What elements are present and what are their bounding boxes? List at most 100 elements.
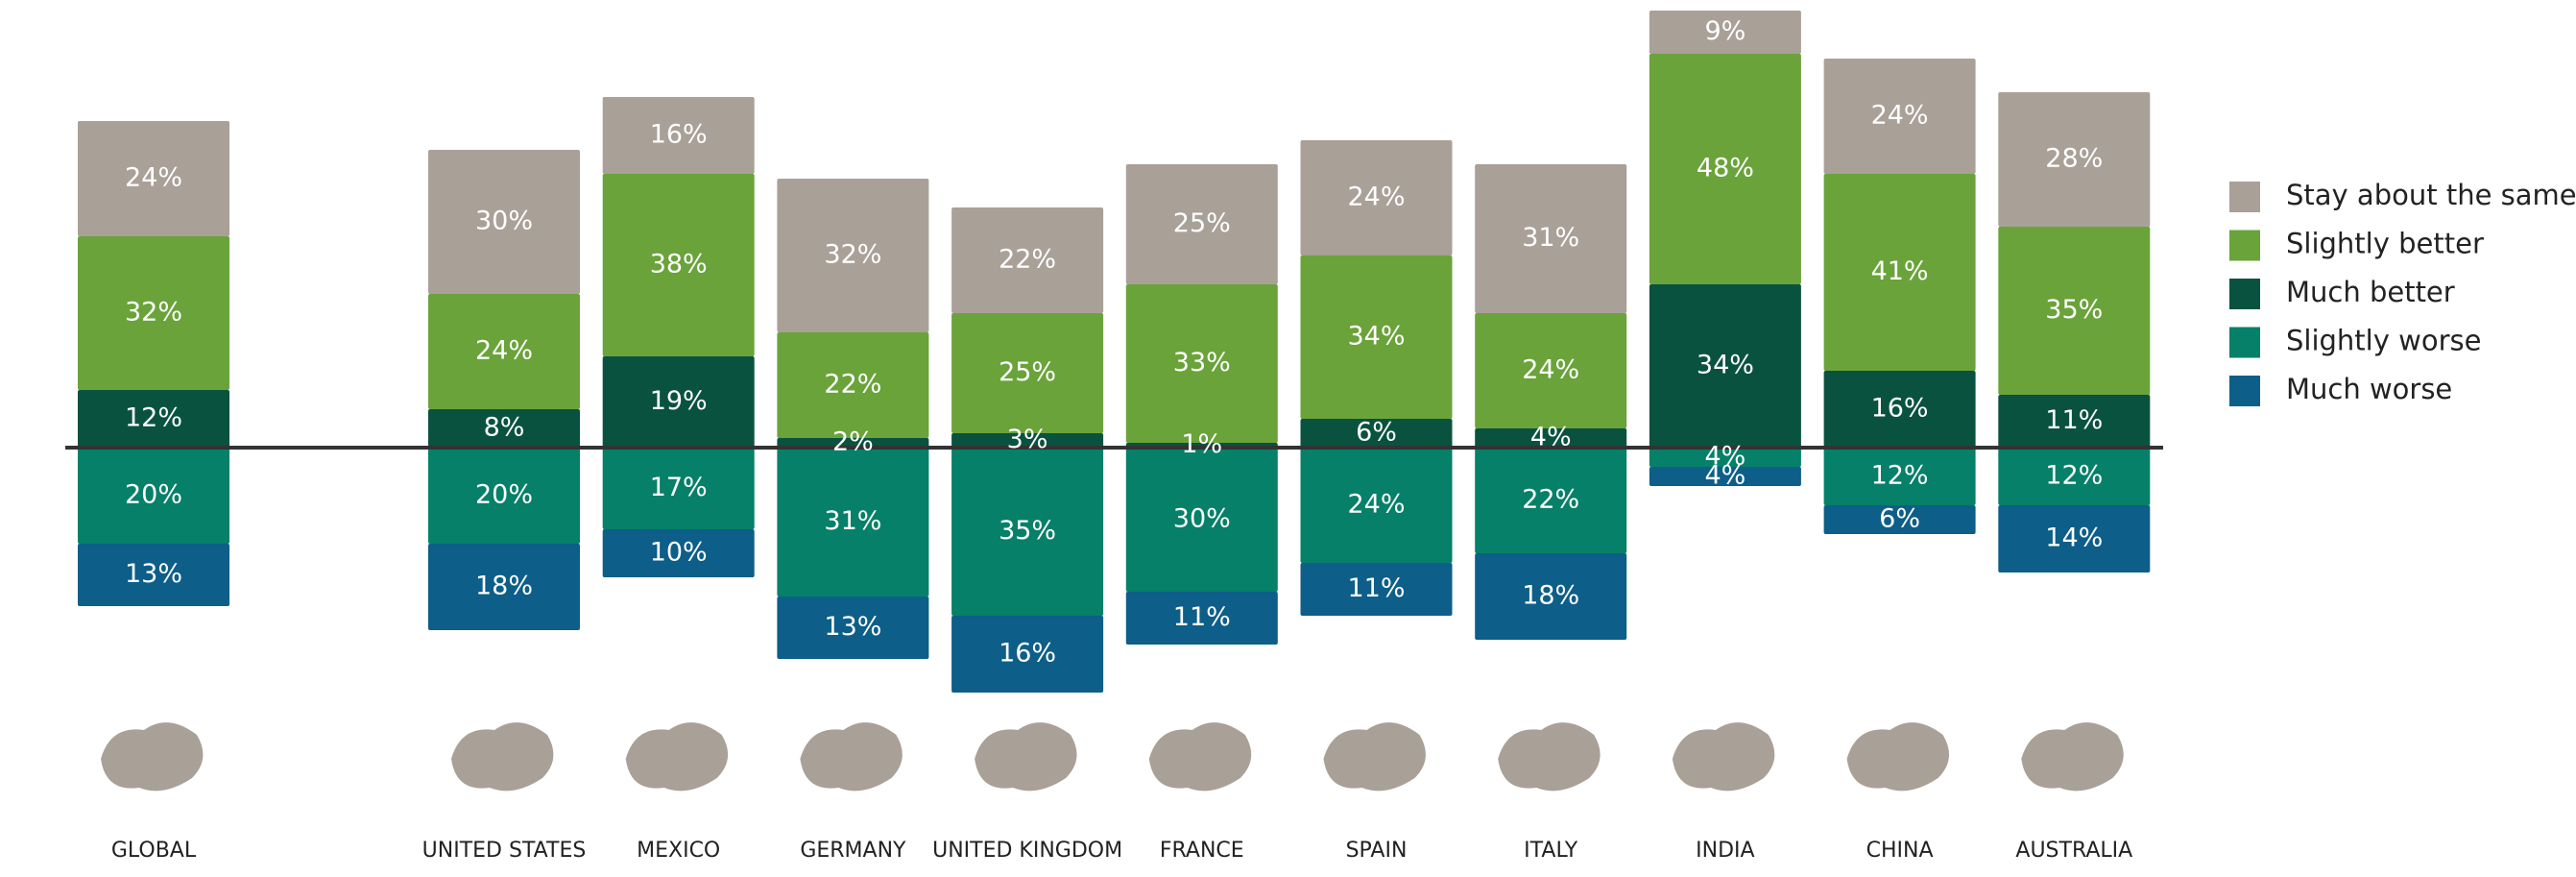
data-label: 18% bbox=[1522, 581, 1579, 611]
x-tick-label: GERMANY bbox=[800, 839, 906, 863]
bar-segment bbox=[1823, 59, 1976, 174]
data-label: 12% bbox=[125, 403, 182, 433]
bar-segment bbox=[78, 448, 229, 544]
country-map bbox=[625, 722, 729, 792]
data-label: 38% bbox=[650, 250, 708, 280]
data-label: 16% bbox=[1871, 394, 1929, 424]
bar-segment bbox=[428, 409, 580, 448]
bar-segment bbox=[602, 356, 755, 448]
data-label: 4% bbox=[1704, 461, 1745, 491]
bar-segment bbox=[1300, 256, 1453, 419]
data-label: 6% bbox=[1356, 418, 1397, 448]
bar-segment bbox=[1300, 140, 1453, 256]
bar-segment bbox=[951, 433, 1104, 448]
bar-segment bbox=[78, 236, 229, 390]
data-label: 22% bbox=[999, 245, 1056, 275]
country-map bbox=[1323, 722, 1426, 792]
bar-segment bbox=[1649, 11, 1801, 54]
data-label: 3% bbox=[1007, 425, 1048, 454]
country-map bbox=[800, 722, 903, 792]
bar-segment bbox=[1998, 395, 2151, 448]
x-tick-label: AUSTRALIA bbox=[2015, 839, 2132, 863]
bar-segment bbox=[78, 390, 229, 448]
bar-segment bbox=[1649, 54, 1801, 284]
data-label: 13% bbox=[824, 612, 881, 642]
legend-label: Slightly worse bbox=[2286, 325, 2481, 357]
data-label: 25% bbox=[999, 357, 1056, 387]
bar-segment bbox=[777, 448, 929, 597]
bar-segment bbox=[1823, 174, 1976, 371]
data-label: 35% bbox=[2045, 295, 2103, 325]
data-label: 17% bbox=[650, 473, 708, 502]
data-label: 10% bbox=[650, 538, 708, 568]
legend-swatch bbox=[2229, 279, 2260, 309]
bar-segment bbox=[78, 544, 229, 606]
bar-segment bbox=[1649, 467, 1801, 486]
bar-segment bbox=[1300, 419, 1453, 448]
data-label: 2% bbox=[832, 427, 874, 457]
bar-segment bbox=[951, 313, 1104, 433]
data-label: 6% bbox=[1879, 504, 1920, 534]
x-tick-label: UNITED KINGDOM bbox=[932, 839, 1122, 863]
bar-segment bbox=[951, 207, 1104, 313]
data-label: 11% bbox=[1173, 602, 1231, 632]
data-label: 35% bbox=[999, 516, 1056, 546]
country-map bbox=[1846, 722, 1950, 792]
data-label: 31% bbox=[1522, 223, 1579, 253]
data-label: 22% bbox=[824, 370, 881, 400]
bar-segment bbox=[1823, 505, 1976, 534]
data-label: 24% bbox=[1522, 355, 1579, 385]
bar-segment bbox=[1125, 284, 1278, 443]
bar-segment bbox=[1998, 505, 2151, 572]
data-label: 41% bbox=[1871, 256, 1929, 286]
bar-segment bbox=[1823, 448, 1976, 505]
data-label: 25% bbox=[1173, 208, 1231, 238]
legend-swatch bbox=[2229, 327, 2260, 358]
data-label: 24% bbox=[1347, 490, 1405, 520]
bar-segment bbox=[777, 179, 929, 332]
bar-segment bbox=[1649, 284, 1801, 448]
data-label: 33% bbox=[1173, 348, 1231, 378]
country-map bbox=[2021, 722, 2124, 792]
data-label: 24% bbox=[125, 163, 182, 193]
bar-segment bbox=[1300, 448, 1453, 563]
data-label: 32% bbox=[125, 298, 182, 328]
data-label: 4% bbox=[1530, 423, 1572, 452]
data-label: 14% bbox=[2045, 524, 2103, 553]
legend-label: Stay about the same bbox=[2286, 179, 2576, 211]
labels: 12% 32% 24% 20% 13% 8% 24% 30% 20% 18% 19% 38% 16% 17… bbox=[125, 16, 2103, 669]
bar-segment bbox=[777, 597, 929, 659]
country-map bbox=[1498, 722, 1601, 792]
data-label: 16% bbox=[650, 120, 708, 150]
data-label: 8% bbox=[484, 413, 525, 443]
bar-segment bbox=[602, 174, 755, 356]
data-label: 20% bbox=[125, 480, 182, 510]
legend-swatch bbox=[2229, 376, 2260, 406]
bar-segment bbox=[602, 448, 755, 529]
data-label: 13% bbox=[125, 559, 182, 589]
bar-segment bbox=[428, 294, 580, 409]
bar-segment bbox=[1125, 592, 1278, 645]
data-label: 11% bbox=[2045, 405, 2103, 435]
bar-segment bbox=[1649, 448, 1801, 467]
data-label: 20% bbox=[475, 480, 533, 510]
bar-segment bbox=[1823, 371, 1976, 448]
bars bbox=[78, 11, 2151, 693]
x-tick-label: MEXICO bbox=[637, 839, 720, 863]
x-tick-label: INDIA bbox=[1696, 839, 1754, 863]
country-map bbox=[1672, 722, 1775, 792]
legend-swatch bbox=[2229, 182, 2260, 212]
data-label: 1% bbox=[1181, 429, 1222, 459]
x-tick-label: CHINA bbox=[1866, 839, 1934, 863]
data-label: 24% bbox=[475, 336, 533, 366]
bar-segment bbox=[777, 332, 929, 438]
data-label: 31% bbox=[824, 506, 881, 536]
legend-label: Slightly better bbox=[2286, 228, 2484, 260]
bar-segment bbox=[1998, 448, 2151, 505]
country-map bbox=[451, 722, 554, 792]
data-label: 12% bbox=[1871, 461, 1929, 491]
country-map bbox=[101, 722, 204, 792]
x-tick-label: ITALY bbox=[1524, 839, 1578, 863]
data-label: 30% bbox=[475, 207, 533, 236]
